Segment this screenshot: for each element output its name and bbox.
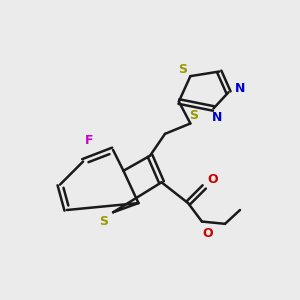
Text: O: O bbox=[202, 226, 213, 240]
Text: O: O bbox=[207, 173, 217, 187]
Text: N: N bbox=[235, 82, 245, 95]
Text: S: S bbox=[99, 215, 108, 228]
Text: N: N bbox=[212, 111, 222, 124]
Text: F: F bbox=[85, 134, 93, 147]
Text: S: S bbox=[189, 109, 198, 122]
Text: S: S bbox=[178, 63, 187, 76]
